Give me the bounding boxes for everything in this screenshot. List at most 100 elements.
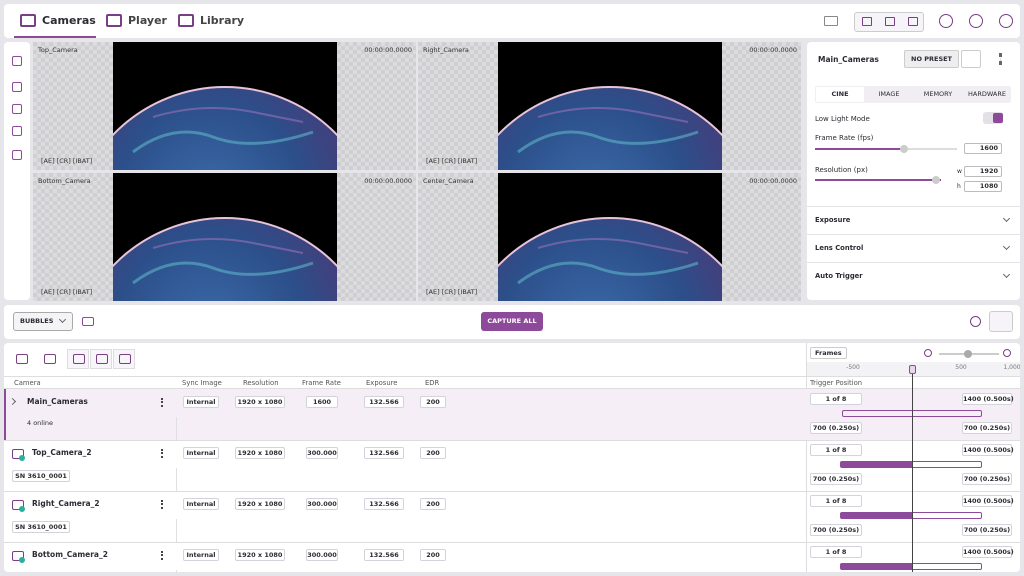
capture-button[interactable]: CAPTURE ALL	[481, 312, 543, 331]
label: Low Light Mode	[815, 115, 870, 123]
cell-edr: 200	[420, 396, 446, 408]
zoom-thumb[interactable]	[964, 350, 972, 358]
column-header: EDR	[425, 379, 440, 387]
divider	[807, 206, 1020, 207]
ruler-tick: 1,000	[1003, 364, 1020, 371]
cell-sync: Internal	[183, 549, 219, 561]
camera-name: Right_Camera_2	[32, 499, 100, 508]
section-header[interactable]: Exposure	[815, 216, 851, 224]
row-menu[interactable]	[161, 500, 163, 509]
serial: SN 3610_0001	[12, 470, 70, 482]
section-header[interactable]: Auto Trigger	[815, 272, 863, 280]
capture-toolbar: BUBBLES CAPTURE ALL	[4, 305, 1020, 339]
divider	[807, 234, 1020, 235]
bubble-image	[498, 86, 722, 170]
camera-icon	[12, 449, 24, 459]
tab[interactable]: Library	[200, 14, 245, 27]
trigger-count: 1 of 8	[810, 444, 862, 456]
header-icon[interactable]	[969, 14, 983, 28]
cell-exposure: 132.566	[364, 447, 404, 459]
settings-tab[interactable]: IMAGE	[878, 90, 900, 98]
row-menu[interactable]	[161, 551, 163, 560]
view-icon[interactable]	[862, 17, 872, 26]
table-tool[interactable]	[44, 354, 56, 364]
preset-select[interactable]: BUBBLES	[13, 312, 73, 331]
trigger-bar	[912, 461, 982, 468]
viewport[interactable]: Top_Camera 00:00:00.0000 [AE] [CR] [IBAT]	[33, 42, 416, 170]
view-icon[interactable]	[908, 17, 918, 26]
table-tool[interactable]	[96, 354, 108, 364]
column-header: Resolution	[243, 379, 279, 387]
cell-exposure: 132.566	[364, 396, 404, 408]
table-tool[interactable]	[73, 354, 85, 364]
sync-divider	[176, 519, 177, 542]
viewport[interactable]: Center_Camera 00:00:00.0000 [AE] [CR] [IBA…	[418, 173, 801, 301]
input[interactable]: 1600	[964, 143, 1002, 154]
input[interactable]: 1920	[964, 166, 1002, 177]
timecode: 00:00:00.0000	[364, 177, 412, 185]
preset-button[interactable]: NO PRESET	[904, 50, 959, 68]
input[interactable]: 1080	[964, 181, 1002, 192]
tool-icon[interactable]	[12, 104, 22, 114]
header-icon[interactable]	[999, 14, 1013, 28]
section-header[interactable]: Lens Control	[815, 244, 864, 252]
cell-resolution: 1920 x 1080	[235, 447, 285, 459]
slider-thumb[interactable]	[932, 176, 940, 184]
post-trigger: 1400 (0.500s)	[962, 393, 1014, 405]
ruler-tick: 500	[955, 364, 967, 371]
tab[interactable]: Cameras	[42, 14, 96, 27]
tab-icon	[106, 14, 122, 27]
chevron	[1002, 242, 1011, 251]
cell-edr: 200	[420, 498, 446, 510]
sync-divider	[176, 468, 177, 491]
toggle-check[interactable]	[993, 113, 1003, 123]
viewport[interactable]: Right_Camera 00:00:00.0000 [AE] [CR] [IBAT…	[418, 42, 801, 170]
tool-icon[interactable]	[12, 56, 22, 66]
tool-icon[interactable]	[12, 82, 22, 92]
online-count: 4 online	[27, 419, 54, 427]
pre-trigger: 700 (0.250s)	[810, 422, 862, 434]
table-tool[interactable]	[119, 354, 131, 364]
tab[interactable]: Player	[128, 14, 167, 27]
pre-trigger: 700 (0.250s)	[810, 473, 862, 485]
settings-tab[interactable]: MEMORY	[923, 90, 953, 98]
header-divider	[4, 388, 1020, 389]
view-icon[interactable]	[885, 17, 895, 26]
camera-name: Right_Camera	[423, 46, 469, 54]
tool-icon[interactable]	[12, 150, 22, 160]
viewport[interactable]: Bottom_Camera 00:00:00.0000 [AE] [CR] [IBA…	[33, 173, 416, 301]
cell-frame-rate: 300.000	[306, 498, 338, 510]
label: Resolution (px)	[815, 166, 868, 174]
sync-button[interactable]	[970, 316, 981, 327]
cell-exposure: 132.566	[364, 549, 404, 561]
slider-thumb[interactable]	[900, 145, 908, 153]
row-menu[interactable]	[161, 449, 163, 458]
camera-name: Top_Camera_2	[32, 448, 92, 457]
frames-label: Frames	[810, 347, 847, 359]
more-menu[interactable]	[999, 53, 1002, 65]
settings-tab[interactable]: HARDWARE	[968, 90, 1006, 98]
timecode: 00:00:00.0000	[749, 177, 797, 185]
zoom-in[interactable]	[1003, 349, 1011, 357]
preset-dropdown[interactable]	[961, 50, 981, 68]
trigger-count: 1 of 8	[810, 546, 862, 558]
settings-tab[interactable]: CINE	[816, 87, 864, 102]
sync-divider	[176, 570, 177, 572]
post-trigger: 1400 (0.500s)	[962, 546, 1014, 558]
playhead-handle[interactable]	[909, 365, 916, 374]
status-dot	[19, 455, 25, 461]
camera-name: Center_Camera	[423, 177, 474, 185]
monitor-icon[interactable]	[824, 16, 838, 26]
camera-button[interactable]	[82, 317, 94, 326]
row-menu[interactable]	[161, 398, 163, 407]
zoom-out[interactable]	[924, 349, 932, 357]
header-icon[interactable]	[939, 14, 953, 28]
tool-icon[interactable]	[12, 126, 22, 136]
pre-trigger-right: 700 (0.250s)	[962, 422, 1012, 434]
pre-trigger-right: 700 (0.250s)	[962, 524, 1012, 536]
tab-icon	[178, 14, 194, 27]
column-header: Frame Rate	[302, 379, 341, 387]
table-tool[interactable]	[16, 354, 28, 364]
trigger-button[interactable]	[989, 311, 1013, 332]
